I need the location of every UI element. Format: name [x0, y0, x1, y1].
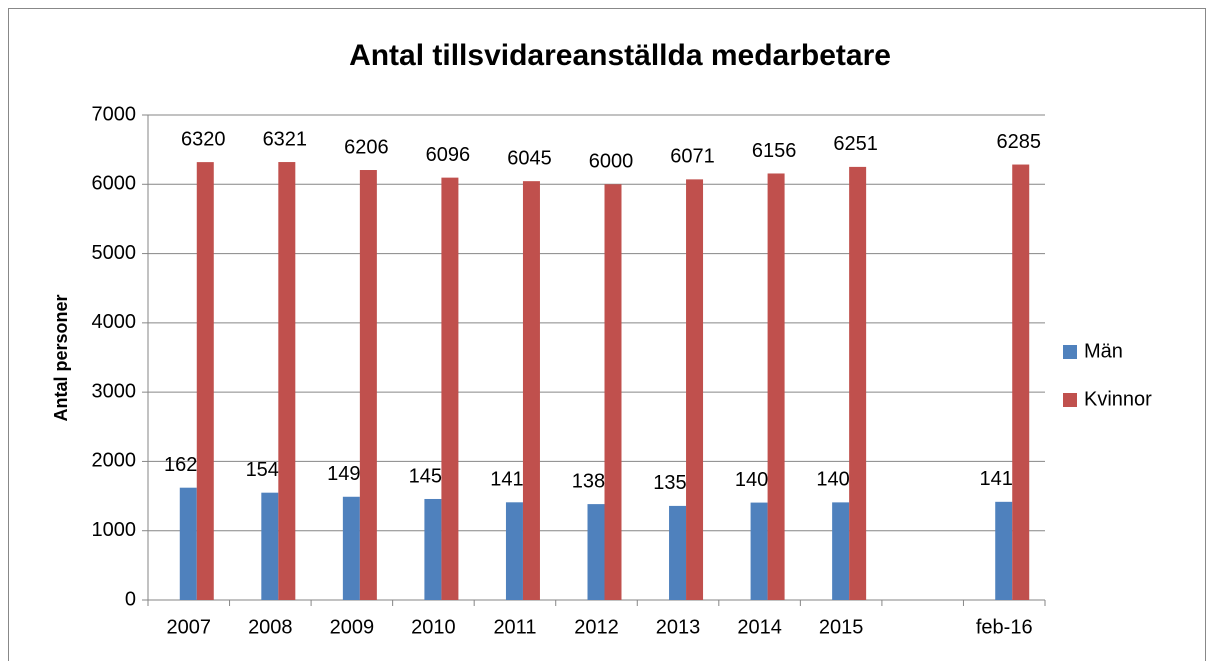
data-label: 6000 [589, 151, 634, 173]
y-tick-label: 4000 [92, 311, 137, 333]
bar [441, 177, 459, 601]
y-axis-label: Antal personer [51, 294, 71, 421]
x-tick-label: 2008 [248, 616, 293, 638]
bar [505, 502, 523, 600]
bar [995, 501, 1013, 600]
data-label: 6156 [752, 140, 797, 162]
chart-title: Antal tillsvidareanställda medarbetare [349, 39, 891, 72]
data-label: 6071 [670, 146, 715, 168]
x-tick-label: 2009 [330, 616, 375, 638]
y-tick-label: 5000 [92, 242, 137, 264]
bar [342, 496, 360, 600]
bar [1012, 164, 1030, 600]
data-label: 6320 [181, 128, 226, 150]
legend-label: Män [1084, 340, 1123, 362]
x-tick-label: 2010 [411, 616, 456, 638]
bar [750, 502, 768, 600]
y-tick-label: 6000 [92, 173, 137, 195]
x-tick-label: 2013 [656, 616, 701, 638]
bar [604, 184, 622, 601]
bar [849, 166, 867, 600]
bar [522, 181, 540, 601]
data-label: 6206 [344, 136, 389, 158]
x-tick-label: 2007 [167, 616, 212, 638]
bar [669, 505, 687, 600]
data-label: 6096 [426, 144, 471, 166]
data-label: 6045 [507, 147, 552, 169]
data-label: 6321 [263, 128, 308, 150]
bar [179, 487, 197, 600]
x-tick-label: 2012 [574, 616, 619, 638]
bar [196, 162, 214, 600]
legend-label: Kvinnor [1084, 388, 1152, 410]
data-label: 6285 [996, 131, 1041, 153]
bar [261, 492, 279, 600]
bar [278, 162, 296, 601]
x-tick-label: 2014 [737, 616, 782, 638]
bar [587, 504, 605, 600]
y-tick-label: 0 [125, 588, 136, 610]
bar [767, 173, 785, 600]
legend-swatch [1063, 345, 1077, 359]
x-tick-label: 2015 [819, 616, 864, 638]
y-tick-label: 3000 [92, 380, 137, 402]
bar [424, 498, 442, 600]
x-tick-label: 2011 [493, 616, 536, 638]
data-label: 6251 [833, 133, 878, 155]
y-tick-label: 1000 [92, 519, 137, 541]
bar [832, 502, 850, 600]
bar [686, 179, 704, 600]
x-tick-label: feb-16 [976, 616, 1033, 638]
bar [359, 170, 377, 600]
y-tick-label: 2000 [92, 450, 137, 472]
y-tick-label: 7000 [92, 103, 137, 125]
legend-swatch [1063, 393, 1077, 407]
